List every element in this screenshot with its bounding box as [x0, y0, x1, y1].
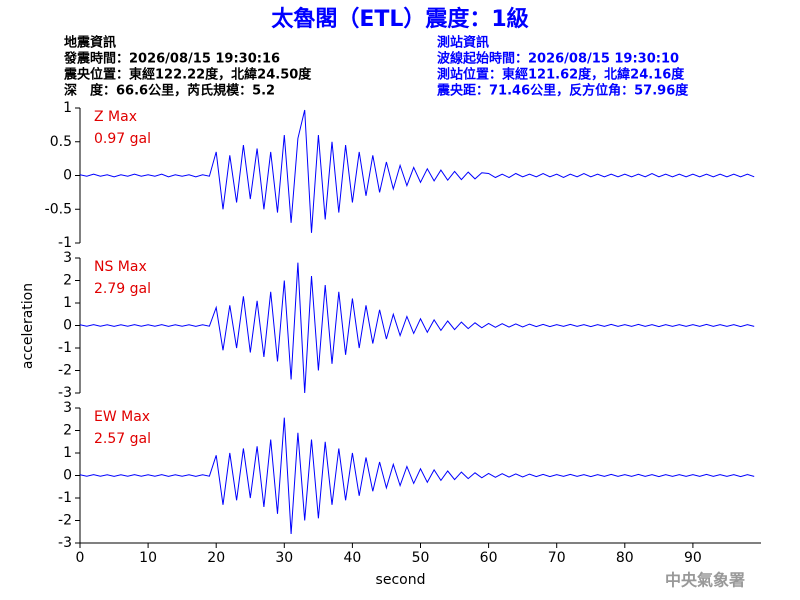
x-tick-label: 0	[76, 550, 85, 566]
y-tick-label: -2	[58, 513, 72, 529]
x-axis-label: second	[376, 572, 426, 588]
x-tick-label: 10	[139, 550, 157, 566]
y-tick-label: -3	[58, 385, 72, 401]
event-info: 深 度：66.6公里，芮氏規模：5.2	[64, 83, 275, 99]
x-tick-label: 30	[275, 550, 293, 566]
max-value-label: 2.57 gal	[94, 431, 151, 447]
y-tick-label: 1	[63, 445, 72, 461]
component-label: EW Max	[94, 409, 150, 425]
x-tick-label: 20	[207, 550, 225, 566]
component-label: NS Max	[94, 259, 147, 275]
x-tick-label: 70	[548, 550, 566, 566]
y-tick-label: -1	[58, 490, 72, 506]
waveform	[79, 262, 755, 394]
event-info: 地震資訊	[64, 35, 116, 51]
y-tick-label: 3	[63, 400, 72, 416]
y-tick-label: 0	[63, 168, 72, 184]
y-tick-label: 3	[63, 250, 72, 266]
credit: 中央氣象署	[665, 571, 745, 590]
y-tick-label: -3	[58, 535, 72, 551]
x-tick-label: 80	[616, 550, 634, 566]
waveform	[79, 109, 755, 233]
y-tick-label: -0.5	[45, 201, 72, 217]
y-tick-label: -1	[58, 235, 72, 251]
component-label: Z Max	[94, 109, 137, 125]
y-tick-label: 0	[63, 318, 72, 334]
y-tick-label: -2	[58, 363, 72, 379]
y-tick-label: 2	[63, 273, 72, 289]
y-tick-label: -1	[58, 340, 72, 356]
y-tick-label: 0.5	[50, 134, 72, 150]
y-tick-label: 1	[63, 295, 72, 311]
chart-title: 太魯閣（ETL）震度：1級	[271, 6, 528, 32]
station-info: 波線起始時間：2026/08/15 19:30:10	[437, 51, 679, 67]
station-info: 測站資訊	[437, 35, 489, 51]
y-axis-label: acceleration	[20, 283, 36, 369]
event-info: 發震時間：2026/08/15 19:30:16	[63, 51, 280, 67]
y-tick-label: 1	[63, 100, 72, 116]
y-tick-label: 2	[63, 423, 72, 439]
waveform	[79, 417, 755, 535]
x-tick-label: 60	[480, 550, 498, 566]
x-tick-label: 40	[343, 550, 361, 566]
event-info: 震央位置：東經122.22度，北緯24.50度	[63, 67, 312, 83]
station-info: 震央距：71.46公里，反方位角：57.96度	[436, 83, 689, 99]
y-tick-label: 0	[63, 468, 72, 484]
max-value-label: 0.97 gal	[94, 131, 151, 147]
max-value-label: 2.79 gal	[94, 281, 151, 297]
x-tick-label: 90	[684, 550, 702, 566]
station-info: 測站位置：東經121.62度，北緯24.16度	[437, 67, 685, 83]
x-tick-label: 50	[412, 550, 430, 566]
